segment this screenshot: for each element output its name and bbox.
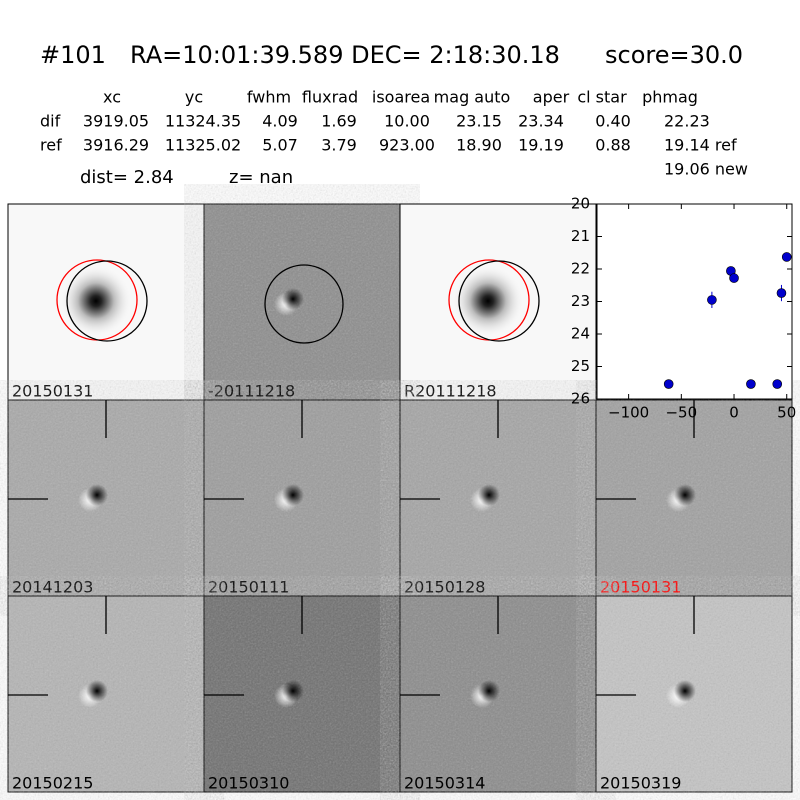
- image-panel: 20141203: [7, 399, 205, 597]
- column-header: phmag: [642, 88, 698, 107]
- star: [452, 265, 524, 337]
- row-label: dif: [40, 112, 61, 131]
- column-header: xc: [103, 88, 121, 107]
- table-cell: 923.00: [379, 136, 435, 155]
- residual-dark: [86, 484, 108, 506]
- residual-dark: [478, 680, 500, 702]
- column-header: isoarea: [372, 88, 430, 107]
- table-cell: 3919.05: [83, 112, 149, 131]
- table-cell: 19.14 ref: [664, 136, 737, 155]
- table-cell: 1.69: [321, 112, 357, 131]
- column-header: aper: [533, 88, 570, 107]
- data-point: [707, 295, 717, 305]
- coordinates: RA=10:01:39.589 DEC= 2:18:30.18: [130, 41, 560, 69]
- data-point: [663, 379, 674, 389]
- table-cell: 4.09: [262, 112, 298, 131]
- y-tick-label: 22: [571, 260, 590, 278]
- column-header: fluxrad: [302, 88, 358, 107]
- image-panel: 20150128: [399, 399, 597, 597]
- panel-label: 20150215: [12, 774, 93, 793]
- data-point: [772, 379, 783, 389]
- candidate-id: #101: [40, 41, 106, 69]
- x-tick-label: 50: [777, 404, 796, 422]
- table-cell: 0.40: [595, 112, 631, 131]
- image-panel: -20111218: [203, 203, 401, 401]
- panel-label: 20141203: [12, 578, 93, 597]
- table-cell: 18.90: [456, 136, 502, 155]
- table-cell: 11325.02: [165, 136, 241, 155]
- image-panel: 20150131: [7, 203, 205, 401]
- x-tick-label: −50: [665, 404, 697, 422]
- panel-label: 20150128: [404, 578, 485, 597]
- table-cell: 23.15: [456, 112, 502, 131]
- residual-dark: [674, 484, 696, 506]
- panel-label: 20150131: [600, 578, 681, 597]
- residual-dark: [282, 484, 304, 506]
- y-tick-label: 21: [571, 227, 590, 245]
- y-tick-label: 23: [571, 292, 590, 310]
- aperture: [66, 260, 148, 342]
- residual-dark: [674, 680, 696, 702]
- score: score=30.0: [605, 41, 743, 69]
- table-cell: 23.34: [518, 112, 564, 131]
- image-panel: 20150111: [203, 399, 401, 597]
- column-header: fwhm: [247, 88, 291, 107]
- column-header: yc: [185, 88, 203, 107]
- data-point: [729, 273, 739, 283]
- data-point: [746, 379, 756, 389]
- table-cell: 11324.35: [165, 112, 241, 131]
- y-tick-label: 24: [571, 325, 590, 343]
- y-tick-label: 26: [571, 390, 590, 408]
- data-points: [663, 252, 792, 389]
- image-panel: 20150314: [399, 595, 597, 793]
- image-panel: 20150131: [595, 399, 793, 597]
- light-curve: 20 21 22 23 24 25 26 −100 −50 0 50: [571, 195, 796, 422]
- residual-dark: [86, 680, 108, 702]
- residual-dark: [478, 484, 500, 506]
- panel-label: 20150111: [208, 578, 289, 597]
- distance: dist= 2.84: [80, 167, 174, 188]
- table-cell: 3.79: [321, 136, 357, 155]
- column-header: cl star: [577, 88, 627, 107]
- y-tick-label: 20: [571, 195, 590, 213]
- data-point: [776, 288, 787, 298]
- panel-label: R20111218: [404, 382, 497, 401]
- panel-label: 20150131: [12, 382, 93, 401]
- residual-dark: [282, 680, 304, 702]
- residual-dark: [282, 288, 304, 310]
- table-cell: 22.23: [664, 112, 710, 131]
- data-point: [781, 252, 792, 262]
- aperture: [458, 260, 540, 342]
- panel-label: 20150314: [404, 774, 485, 793]
- image-panel: 20150215: [7, 595, 205, 793]
- redshift: z= nan: [229, 167, 293, 188]
- panel-grid: 20150131 -20111218 R20111218 20141203 201501…: [7, 203, 793, 793]
- table-cell: 5.07: [262, 136, 298, 155]
- image-panel: R20111218: [399, 203, 597, 401]
- phmag-new: 19.06 new: [664, 160, 748, 179]
- y-tick-label: 25: [571, 357, 590, 375]
- panel-label: 20150310: [208, 774, 289, 793]
- aperture: [264, 264, 344, 344]
- plot-area: [596, 203, 793, 400]
- row-label: ref: [40, 136, 62, 155]
- star: [60, 265, 132, 337]
- x-tick-label: 0: [729, 404, 739, 422]
- column-header: mag auto: [434, 88, 511, 107]
- table-cell: 3916.29: [83, 136, 149, 155]
- table-cell: 19.19: [518, 136, 564, 155]
- image-panel: 20150319: [595, 595, 793, 793]
- panel-label: -20111218: [208, 382, 295, 401]
- panel-label: 20150319: [600, 774, 681, 793]
- image-panel: 20150310: [203, 595, 401, 793]
- table-cell: 0.88: [595, 136, 631, 155]
- x-tick-label: −100: [608, 404, 649, 422]
- table-cell: 10.00: [384, 112, 430, 131]
